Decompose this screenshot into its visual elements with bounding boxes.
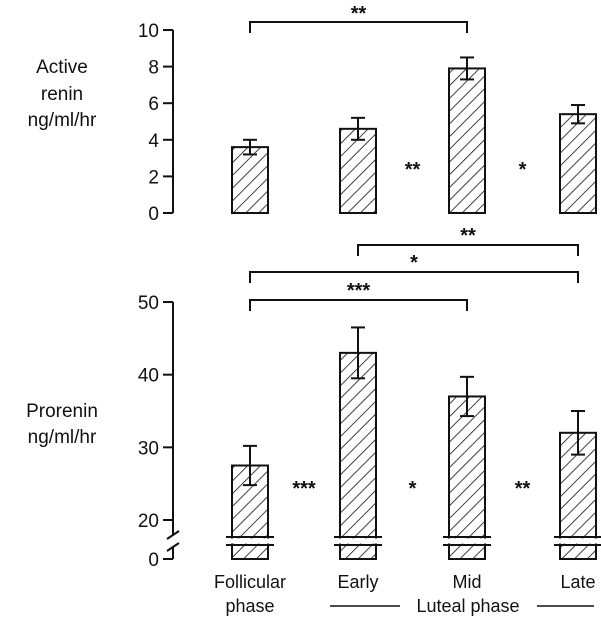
prorenin-bracket	[357, 244, 579, 256]
prorenin-y-tick-label: 40	[138, 366, 159, 387]
prorenin-bar	[448, 395, 486, 561]
active-y-label-line: Active	[36, 57, 88, 78]
prorenin-significance-label: **	[515, 478, 531, 500]
active-bar	[339, 127, 377, 215]
prorenin-axis-break-mark	[166, 542, 180, 552]
prorenin-bracket-label: ***	[347, 280, 371, 302]
active-bar	[231, 146, 269, 214]
active-y-tick-label: 6	[148, 94, 159, 115]
active-y-tick-label: 0	[148, 204, 159, 225]
active-y-label-line: renin	[41, 84, 83, 105]
active-significance-label: *	[519, 159, 527, 181]
prorenin-y-label-line: ng/ml/hr	[28, 427, 97, 448]
x-label-follicular-line1: Follicular	[214, 572, 286, 592]
active-y-tick-label: 8	[148, 58, 159, 79]
prorenin-y-tick-label: 50	[138, 293, 159, 314]
luteal-group-label: Luteal phase	[416, 596, 519, 616]
active-y-tick-label: 4	[148, 131, 159, 152]
prorenin-bracket-label: *	[410, 252, 418, 274]
prorenin-y-tick-label: 30	[138, 438, 159, 459]
prorenin-y-tick-label: 0	[148, 550, 159, 571]
active-y-tick-label: 10	[138, 21, 159, 42]
prorenin-y-label-line: Prorenin	[26, 401, 98, 422]
prorenin-bar	[339, 351, 377, 560]
active-y-label-line: ng/ml/hr	[28, 110, 97, 131]
prorenin-axis-break-mark	[166, 530, 180, 540]
prorenin-significance-label: ***	[292, 478, 316, 500]
x-label-late: Late	[560, 572, 595, 592]
prorenin-y-tick-label: 20	[138, 511, 159, 532]
x-label-mid: Mid	[452, 572, 481, 592]
active-y-tick-label: 2	[148, 167, 159, 188]
prorenin-bracket	[249, 271, 579, 283]
prorenin-bracket	[249, 299, 468, 311]
prorenin-bracket-label: **	[460, 225, 476, 247]
x-label-follicular-line2: phase	[225, 596, 274, 616]
active-significance-label: **	[405, 159, 421, 181]
active-bracket-label: **	[351, 3, 367, 25]
active-bar	[559, 113, 597, 214]
x-label-early: Early	[337, 572, 378, 592]
x-axis-labels: Follicular phase Early Mid Late Luteal p…	[214, 572, 596, 616]
active-bar	[448, 67, 486, 215]
prorenin-significance-label: *	[409, 478, 417, 500]
active-bracket	[249, 21, 468, 33]
